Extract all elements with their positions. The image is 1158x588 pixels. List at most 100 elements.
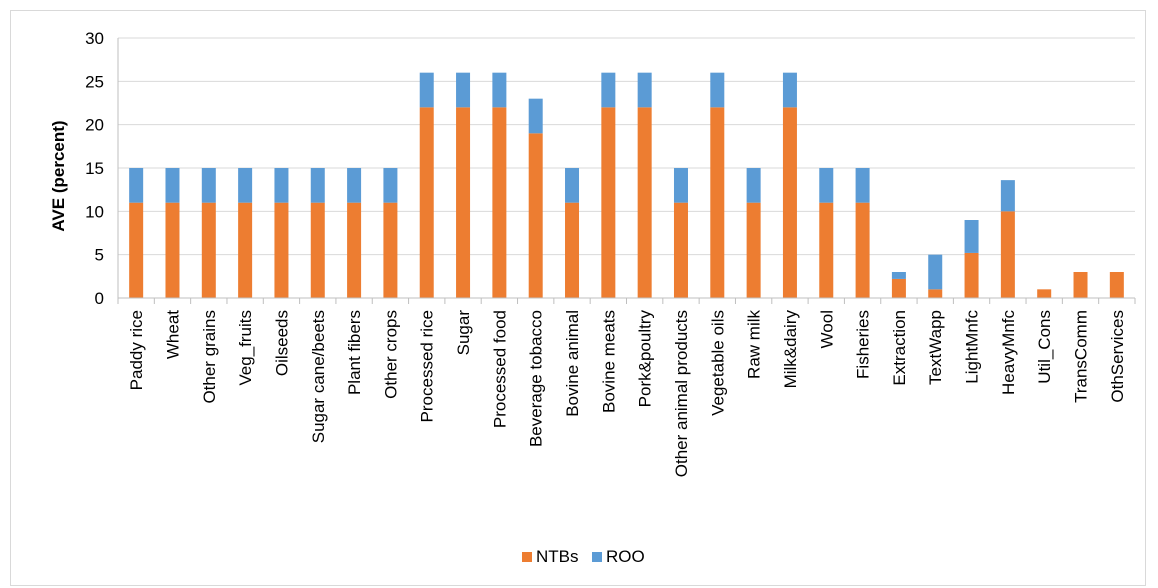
bar-segment-ntbs xyxy=(891,278,906,298)
x-category-label: Plant fibers xyxy=(345,310,364,395)
y-tick-label: 30 xyxy=(85,29,104,48)
y-tick-label: 0 xyxy=(95,289,104,308)
x-category-label: Oilseeds xyxy=(272,310,291,376)
x-category-label: HeavyMnfc xyxy=(999,310,1018,396)
bar-segment-roo xyxy=(601,72,616,108)
y-axis-title: AVE (percent) xyxy=(49,120,68,231)
bars xyxy=(129,72,1124,298)
labels: 0 5 10 15 20 25 30 Paddy rice Wheat Other grains V… xyxy=(85,29,1127,477)
x-category-label: Bovine meats xyxy=(599,310,618,413)
bar-segment-ntbs xyxy=(565,202,580,298)
bar-segment-roo xyxy=(855,168,870,203)
x-category-label: TextWapp xyxy=(926,310,945,385)
bar-segment-roo xyxy=(819,168,834,203)
x-category-label: OthServices xyxy=(1108,310,1127,403)
bar-segment-ntbs xyxy=(601,107,616,298)
y-tick-label: 5 xyxy=(95,246,104,265)
bar-segment-roo xyxy=(928,254,943,290)
y-tick-label: 20 xyxy=(85,116,104,135)
stacked-bar-chart: 0 5 10 15 20 25 30 Paddy rice Wheat Other grains V… xyxy=(49,29,1136,566)
bar-segment-roo xyxy=(238,168,253,203)
bar-segment-ntbs xyxy=(746,202,761,298)
axes xyxy=(117,38,1136,304)
bar-segment-ntbs xyxy=(928,289,943,298)
x-category-label: TransComm xyxy=(1072,310,1091,403)
bar-segment-ntbs xyxy=(964,252,979,298)
bar-segment-roo xyxy=(201,168,216,203)
bar-segment-roo xyxy=(891,272,906,279)
bar-segment-roo xyxy=(274,168,289,203)
bar-segment-ntbs xyxy=(637,107,652,298)
bar-segment-ntbs xyxy=(274,202,289,298)
x-category-label: Raw milk xyxy=(745,310,764,379)
x-category-label: LightMnfc xyxy=(963,310,982,384)
bar-segment-ntbs xyxy=(456,107,471,298)
legend-label-ntbs: NTBs xyxy=(536,547,579,566)
bar-segment-ntbs xyxy=(310,202,325,298)
x-category-label: Fisheries xyxy=(854,310,873,379)
x-category-label: Veg_fruits xyxy=(236,310,255,386)
x-category-label: Util_Cons xyxy=(1035,310,1054,384)
x-category-label: Paddy rice xyxy=(127,310,146,390)
chart-frame: 0 5 10 15 20 25 30 Paddy rice Wheat Other grains V… xyxy=(10,10,1146,586)
x-category-label: Processed food xyxy=(490,310,509,428)
x-category-label: Processed rice xyxy=(418,310,437,422)
x-category-label: Sugar xyxy=(454,310,473,356)
bar-segment-ntbs xyxy=(347,202,362,298)
bar-segment-roo xyxy=(710,72,725,108)
bar-segment-ntbs xyxy=(1037,289,1052,298)
bar-segment-ntbs xyxy=(528,133,543,298)
bar-segment-roo xyxy=(964,220,979,253)
bar-segment-ntbs xyxy=(1109,272,1124,298)
x-category-label: Other grains xyxy=(200,310,219,404)
x-category-label: Pork&poultry xyxy=(636,310,655,408)
x-category-label: Sugar cane/beets xyxy=(309,310,328,443)
bar-segment-roo xyxy=(419,72,434,108)
bar-segment-ntbs xyxy=(383,202,398,298)
bar-segment-roo xyxy=(782,72,797,108)
bar-segment-roo xyxy=(637,72,652,108)
bar-segment-ntbs xyxy=(1073,272,1088,298)
bar-segment-ntbs xyxy=(165,202,180,298)
bar-segment-ntbs xyxy=(855,202,870,298)
bar-segment-roo xyxy=(1000,180,1015,212)
bar-segment-roo xyxy=(528,98,543,134)
bar-segment-ntbs xyxy=(782,107,797,298)
bar-segment-ntbs xyxy=(1000,211,1015,298)
gridlines xyxy=(118,37,1135,256)
x-category-label: Beverage tobacco xyxy=(527,310,546,447)
x-category-label: Milk&dairy xyxy=(781,310,800,389)
bar-segment-roo xyxy=(565,168,580,203)
x-category-label: Vegetable oils xyxy=(708,310,727,416)
bar-segment-ntbs xyxy=(201,202,216,298)
bar-segment-roo xyxy=(347,168,362,203)
bar-segment-ntbs xyxy=(492,107,507,298)
x-category-label: Wheat xyxy=(163,310,182,359)
legend-label-roo: ROO xyxy=(606,547,645,566)
legend-swatch-ntbs xyxy=(522,552,532,562)
bar-segment-roo xyxy=(492,72,507,108)
bar-segment-roo xyxy=(456,72,471,108)
bar-segment-roo xyxy=(310,168,325,203)
bar-segment-ntbs xyxy=(710,107,725,298)
bar-segment-roo xyxy=(383,168,398,203)
bar-segment-roo xyxy=(673,168,688,203)
y-tick-label: 10 xyxy=(85,202,104,221)
bar-segment-ntbs xyxy=(238,202,253,298)
bar-segment-ntbs xyxy=(419,107,434,298)
x-category-label: Other animal products xyxy=(672,310,691,477)
bar-segment-ntbs xyxy=(129,202,144,298)
bar-segment-ntbs xyxy=(673,202,688,298)
bar-segment-roo xyxy=(129,168,144,203)
y-tick-label: 15 xyxy=(85,159,104,178)
x-category-label: Bovine animal xyxy=(563,310,582,417)
bar-segment-roo xyxy=(165,168,180,203)
bar-segment-roo xyxy=(746,168,761,203)
legend-swatch-roo xyxy=(592,552,602,562)
x-category-label: Wool xyxy=(817,310,836,348)
bar-segment-ntbs xyxy=(819,202,834,298)
legend: NTBs ROO xyxy=(522,547,645,566)
x-category-label: Extraction xyxy=(890,310,909,386)
x-category-label: Other crops xyxy=(381,310,400,399)
y-tick-label: 25 xyxy=(85,72,104,91)
